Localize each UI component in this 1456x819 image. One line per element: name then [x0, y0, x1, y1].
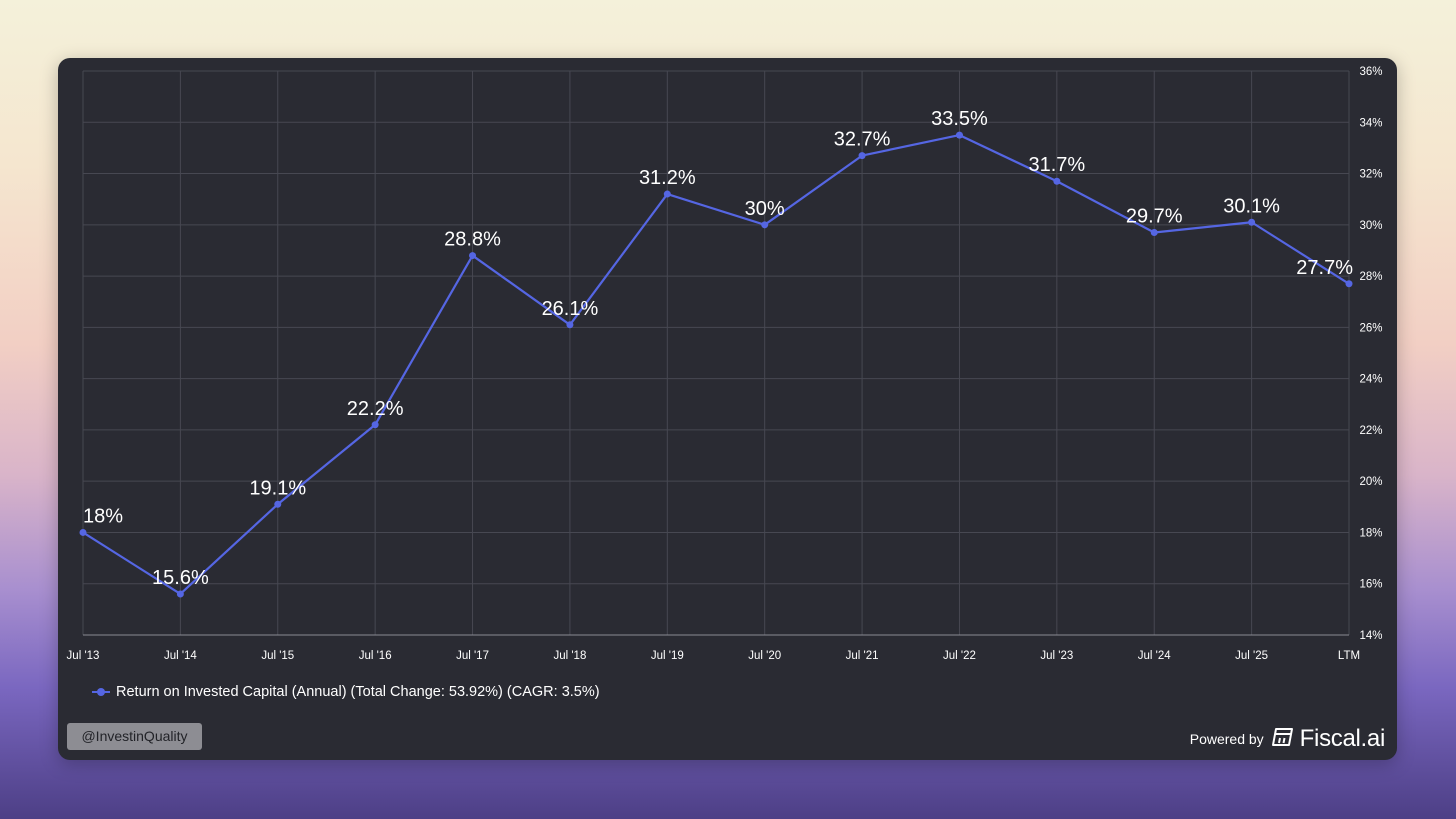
chart-card: 14% 16% 18% 20% 22% 24% 26% 28% 30% 32% 34% 36% Jul … [58, 58, 1397, 760]
x-tick-label: Jul '19 [651, 650, 684, 662]
x-tick-label: LTM [1338, 650, 1360, 662]
y-tick-label: 16% [1359, 579, 1382, 591]
data-label: 29.7% [1126, 206, 1183, 228]
x-tick-label: Jul '22 [943, 650, 976, 662]
x-tick-label: Jul '15 [261, 650, 294, 662]
data-point [663, 190, 671, 198]
data-point [274, 500, 282, 508]
data-label: 32.7% [834, 129, 891, 151]
data-label: 27.7% [1296, 257, 1353, 279]
data-point [79, 528, 87, 536]
roic-line-chart: 14% 16% 18% 20% 22% 24% 26% 28% 30% 32% 34% 36% Jul … [67, 66, 1383, 662]
x-tick-label: Jul '14 [164, 650, 197, 662]
data-point [371, 421, 379, 429]
data-point [858, 152, 866, 160]
data-label: 30% [745, 198, 785, 220]
y-tick-label: 20% [1359, 476, 1382, 488]
powered-by[interactable]: Powered by Fiscal.ai [1189, 725, 1386, 753]
y-tick-label: 28% [1359, 271, 1382, 283]
data-point [955, 131, 963, 139]
y-tick-label: 24% [1359, 374, 1382, 386]
data-point [1053, 177, 1061, 185]
data-label: 18% [83, 505, 123, 527]
y-tick-label: 22% [1359, 425, 1382, 437]
data-point [1150, 229, 1158, 237]
data-label: 31.7% [1028, 154, 1085, 176]
data-point [761, 221, 769, 229]
brand-name: Fiscal.ai [1299, 725, 1386, 752]
y-tick-label: 30% [1359, 220, 1382, 232]
y-tick-label: 34% [1359, 117, 1382, 129]
x-tick-label: Jul '21 [846, 650, 879, 662]
y-tick-label: 26% [1359, 322, 1382, 334]
y-tick-label: 18% [1359, 527, 1382, 539]
data-point [176, 590, 184, 598]
chart-legend[interactable]: Return on Invested Capital (Annual) (Tot… [92, 684, 600, 700]
y-tick-label: 36% [1359, 66, 1382, 78]
data-label: 28.8% [444, 229, 501, 251]
x-tick-label: Jul '13 [67, 650, 100, 662]
data-label: 30.1% [1223, 195, 1280, 217]
x-tick-label: Jul '23 [1040, 650, 1073, 662]
data-point [469, 252, 477, 260]
series-line [82, 133, 1350, 596]
data-label: 15.6% [152, 567, 209, 589]
data-label: 26.1% [542, 298, 599, 320]
x-tick-label: Jul '24 [1138, 650, 1171, 662]
y-tick-label: 14% [1359, 630, 1382, 642]
data-label: 31.2% [639, 167, 696, 189]
data-point [1248, 218, 1256, 226]
x-tick-label: Jul '17 [456, 650, 489, 662]
fiscal-ai-logo-icon [1271, 727, 1294, 752]
x-tick-label: Jul '20 [748, 650, 781, 662]
data-point [1345, 280, 1353, 288]
y-tick-label: 32% [1359, 169, 1382, 181]
x-tick-label: Jul '16 [359, 650, 392, 662]
x-tick-label: Jul '25 [1235, 650, 1268, 662]
author-handle-badge: @InvestinQuality [67, 723, 202, 750]
data-label: 22.2% [347, 398, 404, 420]
legend-swatch [92, 686, 110, 698]
x-tick-label: Jul '18 [553, 650, 586, 662]
powered-by-text: Powered by [1189, 731, 1264, 747]
data-point [566, 321, 574, 329]
data-label: 19.1% [249, 477, 306, 499]
legend-label: Return on Invested Capital (Annual) (Tot… [116, 684, 600, 700]
data-label: 33.5% [931, 108, 988, 130]
